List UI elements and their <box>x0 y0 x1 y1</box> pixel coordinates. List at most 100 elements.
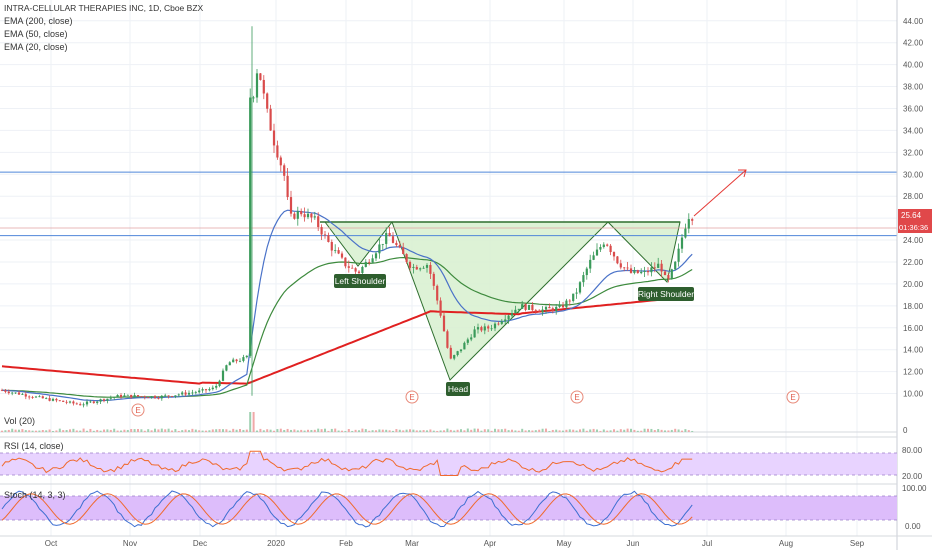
volume-bar <box>218 429 221 432</box>
candle-body <box>507 315 510 320</box>
volume-bar <box>392 430 394 432</box>
volume-bar <box>184 429 187 432</box>
volume-bar <box>623 429 626 432</box>
candle-body <box>551 308 554 311</box>
volume-bar <box>11 428 14 432</box>
candle-body <box>21 394 24 395</box>
legend-rsi[interactable]: RSI (14, close) <box>4 441 64 451</box>
volume-bar <box>113 428 116 432</box>
candle-body <box>296 211 299 219</box>
volume-bar <box>28 430 31 432</box>
volume-bar <box>45 430 48 432</box>
vol-tick: 0 <box>903 426 908 435</box>
candle-body <box>500 321 503 324</box>
earnings-marker[interactable] <box>786 390 800 404</box>
candle-body <box>293 213 296 219</box>
volume-bar <box>670 429 673 432</box>
candle-body <box>150 396 153 398</box>
volume-bar <box>69 429 71 432</box>
volume-bar <box>426 430 428 432</box>
legend-volume[interactable]: Vol (20) <box>4 416 36 426</box>
volume-bar <box>65 429 68 432</box>
legend-ema20[interactable]: EMA (20, close) <box>4 42 68 52</box>
candle-body <box>595 249 599 256</box>
candle-body <box>85 401 89 405</box>
earnings-marker-label: E <box>790 393 795 402</box>
candle-body <box>225 365 228 371</box>
earnings-markers[interactable]: E E E E <box>131 390 800 417</box>
candle-body <box>361 266 364 274</box>
candle-body <box>589 259 592 269</box>
candle-body <box>106 398 109 401</box>
candle-body <box>643 270 646 273</box>
volume-bar <box>96 429 99 432</box>
volume-bar <box>504 428 507 432</box>
volume-bar <box>470 429 473 432</box>
candle-body <box>412 266 415 268</box>
volume-bar <box>640 430 643 432</box>
candle-body <box>388 232 391 237</box>
volume-bar <box>477 428 479 432</box>
candle-body <box>670 269 673 279</box>
candle-body <box>609 245 612 253</box>
candle-body <box>646 270 650 273</box>
candle-body <box>351 267 354 269</box>
stoch-tick-0: 0.00 <box>905 522 921 531</box>
earnings-marker[interactable] <box>131 403 145 417</box>
volume-bar <box>422 430 425 432</box>
candle-body <box>660 263 663 272</box>
candle-body <box>119 395 123 397</box>
volume-bar <box>154 428 156 432</box>
volume-bar <box>79 430 82 432</box>
volume-bar <box>313 429 316 432</box>
candle-body <box>640 272 643 274</box>
candle-body <box>555 306 558 311</box>
volume-bar <box>568 429 571 432</box>
volume-bar <box>249 412 252 432</box>
candle-body <box>606 244 609 246</box>
candle-body <box>436 285 439 301</box>
volume-bar <box>120 430 122 432</box>
volume-bar <box>606 430 609 432</box>
candle-body <box>306 213 310 218</box>
candle-body <box>691 219 694 221</box>
volume-bar <box>106 429 109 432</box>
volume-bar <box>439 430 442 432</box>
volume-bar <box>137 429 139 432</box>
volume-bar <box>58 428 61 432</box>
countdown-label: 01:36:36 <box>899 223 928 232</box>
volume-bar <box>201 430 204 432</box>
volume-bar <box>497 429 500 432</box>
candle-body <box>612 252 616 257</box>
candle-body <box>548 306 551 309</box>
right-shoulder-region <box>606 221 681 284</box>
volume-bar <box>245 429 248 432</box>
candle-body <box>51 398 55 401</box>
volume-bar <box>24 430 27 432</box>
volume-bar <box>368 430 371 432</box>
rsi-line <box>1 450 693 476</box>
volume-bar <box>681 430 683 432</box>
candle-body <box>7 391 10 394</box>
candle-body <box>667 275 670 279</box>
candle-body <box>330 241 333 251</box>
volume-bar <box>174 429 177 432</box>
volume-bar <box>473 428 476 432</box>
legend-stoch[interactable]: Stoch (14, 3, 3) <box>4 490 66 500</box>
candle-body <box>357 271 361 274</box>
candle-body <box>354 268 357 272</box>
earnings-marker[interactable] <box>570 390 584 404</box>
candle-body <box>313 216 316 218</box>
candle-body <box>368 262 371 263</box>
volume-bar <box>337 430 340 432</box>
candle-body <box>439 300 442 316</box>
volume-bar <box>415 430 418 432</box>
volume-bar <box>524 430 527 432</box>
legend-ema200[interactable]: EMA (200, close) <box>4 16 73 26</box>
volume-bar <box>626 428 629 432</box>
legend-ema50[interactable]: EMA (50, close) <box>4 29 68 39</box>
volume-bar <box>48 429 51 432</box>
stoch-tick-100: 100.00 <box>902 484 927 493</box>
earnings-marker[interactable] <box>405 390 419 404</box>
